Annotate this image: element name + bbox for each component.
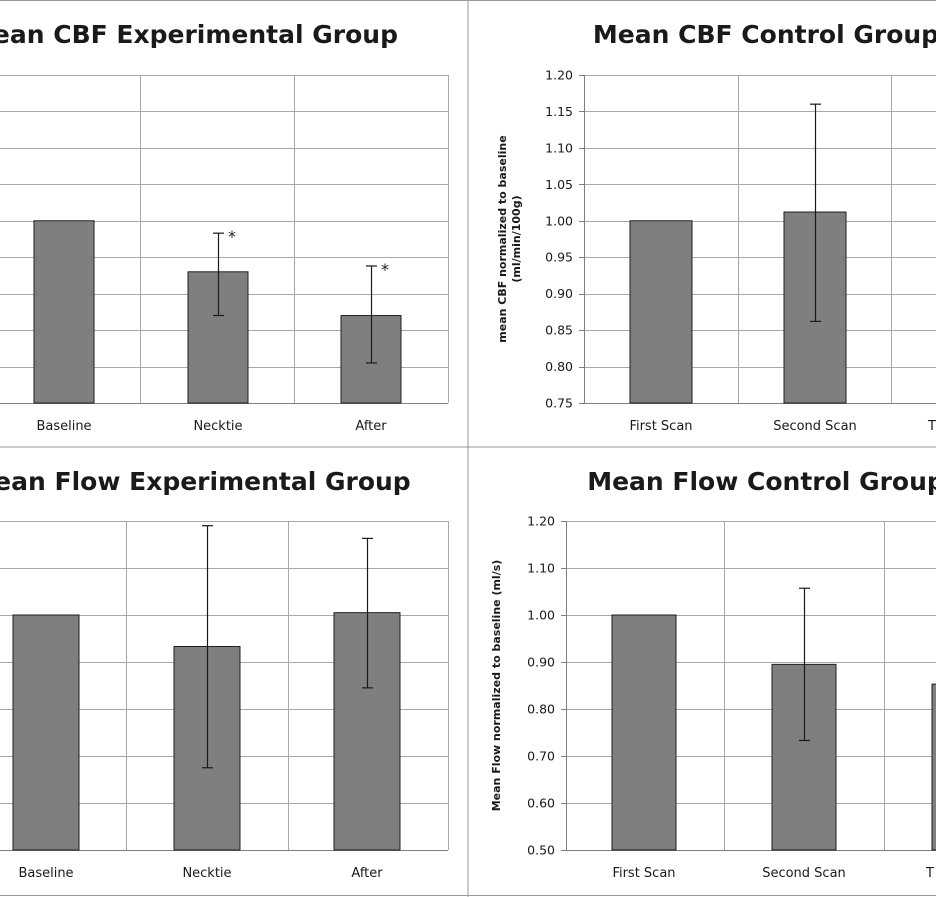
category-label: First Scan [629,419,692,434]
category-label: Baseline [36,419,91,434]
chart-flow-experimental: Mean Flow Experimental Group Baseline Neck… [0,467,449,881]
y-tick-label: 0.80 [545,359,573,374]
chart-flow-control: 0.50 0.60 0.70 0.80 0.90 1.00 1.10 1.20 Mean Flo… [490,467,936,881]
y-tick-label: 0.90 [545,286,573,301]
y-tick-label: 0.95 [545,250,573,265]
chart-cbf-experimental: Mean CBF Experimental Group Baseline * Neck… [0,20,449,434]
bar-baseline [33,220,95,404]
category-label: Necktie [182,866,231,881]
y-tick-label: 1.20 [545,68,573,83]
y-tick-label: 1.20 [527,514,555,529]
significance-marker: * [381,260,389,279]
category-label: After [351,866,383,881]
y-tick-label: 1.10 [527,561,555,576]
y-tick-label: 0.85 [545,323,573,338]
category-label: Second Scan [762,866,846,881]
category-label: Baseline [18,866,73,881]
y-tick-label: 0.60 [527,796,555,811]
y-tick-label: 1.00 [545,213,573,228]
category-label: First Scan [612,866,675,881]
chart-cbf-control: 0.75 0.80 0.85 0.90 0.95 1.00 1.05 1.10 1.15 1.20… [496,20,936,434]
y-tick-label: 0.70 [527,749,555,764]
y-tick-label: 1.05 [545,177,573,192]
bar-t [931,683,936,851]
y-tick-label: 1.15 [545,104,573,119]
category-label: After [355,419,387,434]
y-axis-label: mean CBF normalized to baseline [496,135,509,342]
y-tick-label: 0.50 [527,843,555,858]
chart-title: Mean CBF Experimental Group [0,20,398,49]
bar-baseline [12,614,80,851]
category-label: T [927,419,936,434]
y-tick-label: 1.00 [527,608,555,623]
chart-title: Mean CBF Control Group [593,20,936,49]
category-label: Necktie [193,419,242,434]
y-tick-label: 0.80 [527,702,555,717]
chart-title: Mean Flow Control Group [587,467,936,496]
bar-first-scan [629,220,693,404]
y-tick-label: 0.90 [527,655,555,670]
y-axis-label: (ml/min/100g) [510,195,523,282]
y-tick-label: 0.75 [545,396,573,411]
y-axis-label: Mean Flow normalized to baseline (ml/s) [490,560,503,812]
y-tick-label: 1.10 [545,140,573,155]
bar-first-scan [611,614,677,851]
category-label: Second Scan [773,419,857,434]
chart-title: Mean Flow Experimental Group [0,467,411,496]
significance-marker: * [228,227,236,246]
category-label: T [925,866,934,881]
